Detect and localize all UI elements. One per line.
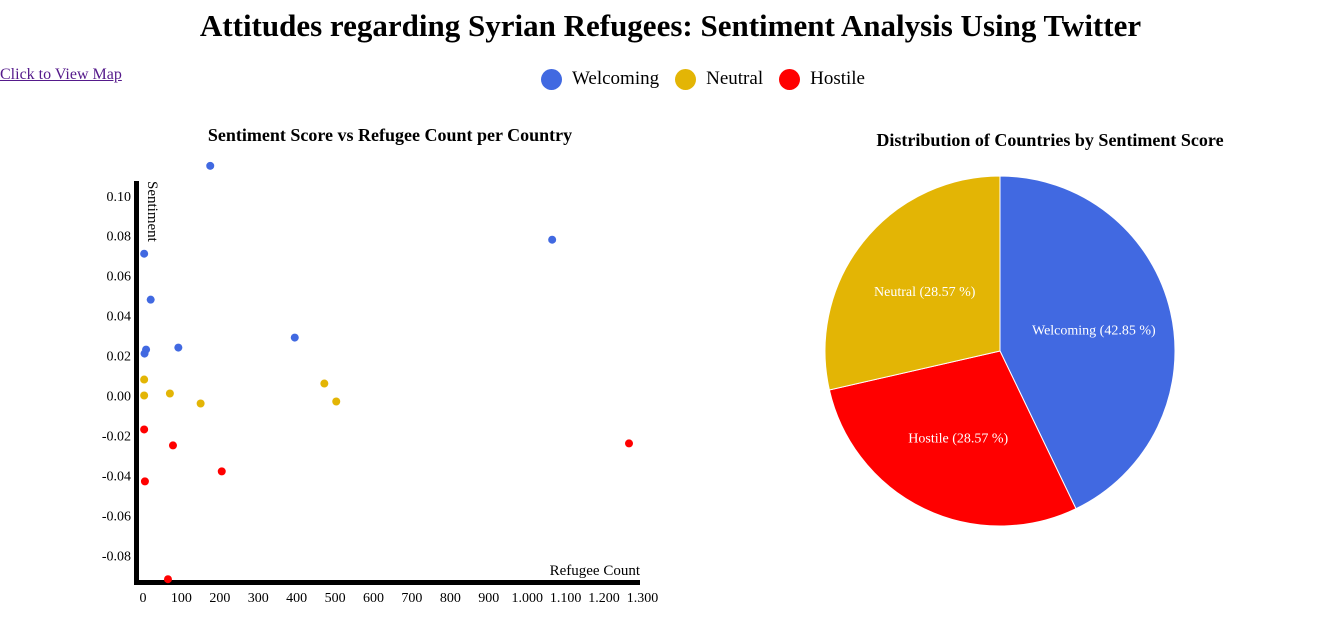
scatter-point-welcoming: [140, 249, 149, 258]
legend-item-hostile: Hostile: [779, 68, 865, 90]
scatter-x-tick-label: 1.300: [627, 591, 659, 606]
scatter-point-hostile: [625, 439, 633, 448]
legend-label-hostile: Hostile: [810, 68, 865, 89]
page-title: Attitudes regarding Syrian Refugees: Sen…: [199, 8, 1142, 43]
scatter-point-welcoming: [146, 295, 155, 304]
scatter-point-neutral: [332, 397, 341, 406]
pie-slice-welcoming: [999, 175, 1176, 510]
legend-swatch-hostile: [779, 68, 801, 90]
legend-label-neutral: Neutral: [706, 68, 764, 89]
legend-swatch-welcoming: [541, 68, 562, 90]
pie-slice-neutral: [824, 175, 1001, 391]
scatter-point-neutral: [320, 379, 329, 388]
scatter-point-welcoming: [140, 349, 149, 358]
scatter-point-neutral: [140, 375, 149, 384]
scatter-point-hostile: [140, 477, 149, 486]
scatter-point-hostile: [217, 467, 226, 476]
scatter-x-tick-label: 1.100: [550, 591, 582, 606]
scatter-x-axis-label: Refugee Count: [550, 563, 641, 579]
pie-slice-label-hostile: Hostile (28.57 %): [908, 432, 1008, 447]
scatter-y-tick-label: 0.06: [107, 270, 132, 285]
scatter-y-tick-label: -0.04: [102, 469, 131, 484]
scatter-point-neutral: [196, 399, 205, 408]
scatter-title: Sentiment Score vs Refugee Count per Cou…: [208, 125, 572, 145]
legend-label-welcoming: Welcoming: [572, 68, 660, 89]
legend-item-neutral: Neutral: [675, 68, 763, 90]
legend-item-welcoming: Welcoming: [541, 68, 659, 90]
scatter-point-hostile: [140, 425, 149, 434]
scatter-y-tick-label: 0.02: [107, 350, 132, 365]
scatter-x-tick-label: 0: [140, 591, 147, 606]
scatter-chart: Sentiment Score vs Refugee Count per Cou…: [102, 125, 659, 606]
scatter-point-hostile: [163, 575, 172, 584]
scatter-y-tick-label: 0.04: [107, 310, 132, 325]
scatter-y-tick-label: -0.02: [102, 429, 131, 444]
scatter-point-welcoming: [548, 235, 557, 244]
scatter-x-tick-label: 400: [286, 591, 307, 606]
scatter-x-tick-label: 200: [209, 591, 230, 606]
scatter-y-tick-label: -0.08: [102, 549, 131, 564]
scatter-point-neutral: [165, 389, 174, 398]
scatter-y-tick-label: -0.06: [102, 509, 131, 524]
scatter-y-tick-label: 0.08: [107, 230, 132, 245]
view-map-link[interactable]: Click to View Map: [0, 66, 122, 83]
pie-title: Distribution of Countries by Sentiment S…: [876, 130, 1223, 150]
scatter-x-tick-label: 1.000: [511, 591, 543, 606]
legend: Welcoming Neutral Hostile: [541, 68, 881, 90]
scatter-y-tick-label: 0.10: [107, 190, 132, 205]
scatter-y-axis-label: Sentiment: [144, 181, 160, 243]
scatter-x-tick-label: 500: [325, 591, 346, 606]
legend-swatch-neutral: [675, 68, 697, 90]
pie-chart: Distribution of Countries by Sentiment S…: [824, 130, 1224, 527]
scatter-point-hostile: [168, 441, 177, 450]
scatter-y-tick-label: 0.00: [107, 390, 132, 405]
scatter-point-neutral: [140, 391, 149, 400]
scatter-point-welcoming: [206, 161, 215, 170]
pie-slice-label-welcoming: Welcoming (42.85 %): [1032, 324, 1156, 339]
scatter-x-tick-label: 600: [363, 591, 384, 606]
scatter-x-tick-label: 700: [401, 591, 422, 606]
scatter-x-tick-label: 900: [478, 591, 499, 606]
pie-slice-hostile: [828, 350, 1077, 527]
pie-slice-label-neutral: Neutral (28.57 %): [874, 285, 976, 300]
scatter-x-tick-label: 800: [440, 591, 461, 606]
scatter-x-tick-label: 300: [248, 591, 269, 606]
scatter-x-tick-label: 100: [171, 591, 192, 606]
scatter-point-welcoming: [290, 333, 299, 342]
scatter-point-welcoming: [174, 343, 183, 352]
scatter-x-tick-label: 1.200: [588, 591, 620, 606]
